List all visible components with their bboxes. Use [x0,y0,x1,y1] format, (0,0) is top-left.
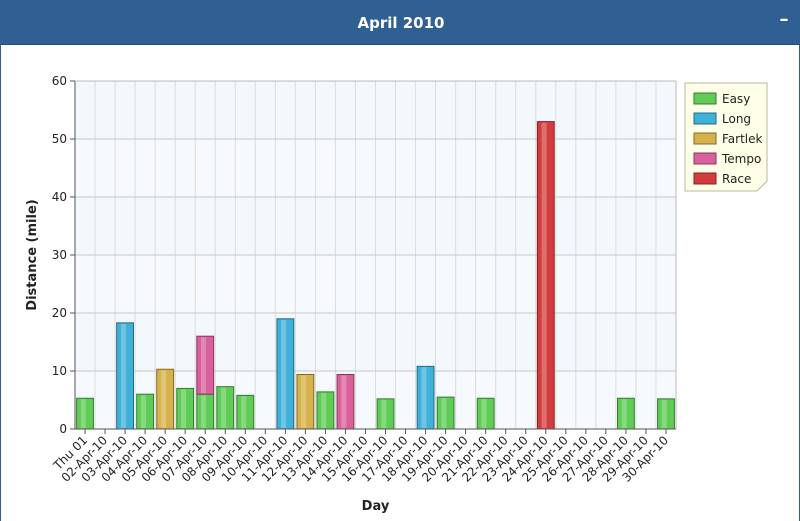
bar-highlight [381,399,387,428]
bar-highlight [241,396,247,428]
y-tick-label: 60 [52,74,67,88]
y-axis-title: Distance (mile) [25,199,40,310]
bar-highlight [140,395,146,428]
bar-highlight [661,399,667,428]
bar-highlight [301,375,307,428]
collapse-icon[interactable]: – [779,9,789,30]
bar-highlight [80,399,86,428]
legend-swatch [693,112,717,125]
panel-title: April 2010 [357,14,445,32]
y-tick-label: 40 [52,190,67,204]
bar-highlight [160,370,166,428]
bar-highlight [201,337,207,394]
legend-swatch [693,152,717,165]
legend-swatch [693,92,717,105]
y-tick-label: 0 [59,422,67,436]
legend-label: Race [722,172,751,186]
x-axis-ticks: Thu 0102-Apr-1003-Apr-1004-Apr-1005-Apr-… [50,429,671,485]
bar-highlight [621,399,627,428]
bar-highlight [221,387,227,428]
bar-highlight [321,392,327,428]
bar-tempo [196,335,215,395]
legend-label: Easy [722,92,750,106]
bar-highlight [180,389,187,428]
bar-highlight [441,398,447,428]
bar-highlight [201,395,207,428]
y-axis-ticks: 0 10 20 30 40 50 60 [52,74,75,436]
bar-highlight [281,319,287,428]
x-axis-title: Day [362,499,390,514]
legend-swatch [693,132,717,145]
y-tick-label: 10 [52,364,67,378]
bar-highlight [120,323,126,428]
panel-header: April 2010 – [1,0,800,45]
legend-swatch [693,172,717,185]
legend: Easy Long Fartlek Tempo Race [684,82,768,192]
legend-label: Tempo [721,152,761,166]
bars [76,121,675,430]
bar-highlight [421,367,427,428]
y-tick-label: 50 [52,132,67,146]
bar-highlight [341,375,347,428]
bar-highlight [481,399,487,428]
y-tick-label: 20 [52,306,67,320]
legend-label: Fartlek [722,132,763,146]
y-tick-label: 30 [52,248,67,262]
bar-highlight [541,122,547,428]
legend-label: Long [722,112,751,126]
